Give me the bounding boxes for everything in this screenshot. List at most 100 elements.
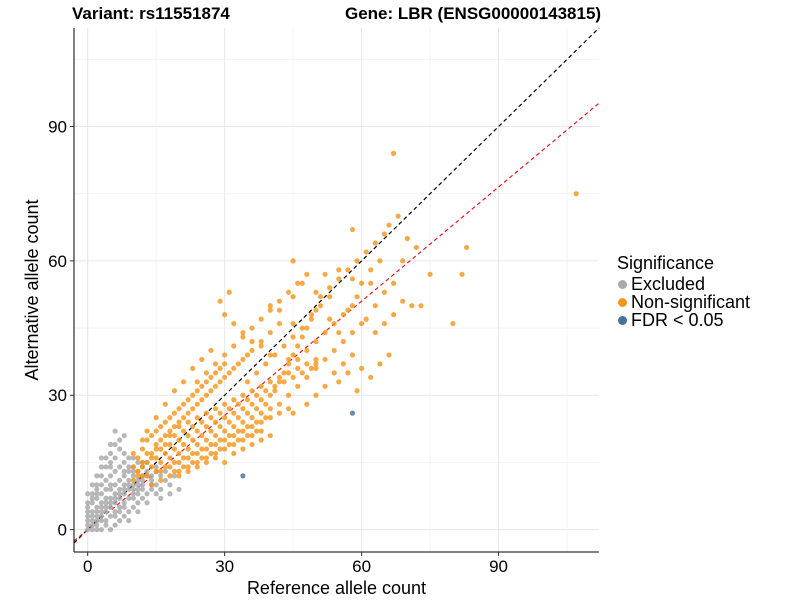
data-point xyxy=(336,276,342,282)
grid xyxy=(74,28,599,552)
data-point xyxy=(158,423,164,430)
data-point xyxy=(103,522,109,528)
data-point xyxy=(162,419,168,425)
data-point xyxy=(349,329,356,336)
data-point xyxy=(103,495,109,501)
data-point xyxy=(212,455,219,461)
data-point xyxy=(390,150,397,157)
data-point xyxy=(249,401,255,407)
data-point xyxy=(217,446,223,452)
data-point xyxy=(162,432,168,439)
data-point xyxy=(345,370,351,376)
data-point xyxy=(304,271,310,277)
data-point xyxy=(185,410,191,416)
data-point xyxy=(126,486,132,492)
data-point xyxy=(299,370,305,376)
data-point xyxy=(107,473,114,479)
data-point xyxy=(313,338,319,345)
data-point xyxy=(235,428,241,434)
data-point xyxy=(171,446,178,452)
data-point xyxy=(281,370,287,376)
data-point xyxy=(112,428,118,434)
data-point xyxy=(340,361,346,367)
legend-dot-non-significant xyxy=(618,297,627,307)
data-point xyxy=(107,513,114,519)
data-point xyxy=(368,374,374,380)
data-point xyxy=(135,491,141,497)
data-point xyxy=(322,329,328,336)
data-point xyxy=(85,491,91,497)
data-point xyxy=(135,473,141,479)
data-point xyxy=(208,388,214,394)
data-point xyxy=(267,379,273,385)
data-point xyxy=(103,518,109,524)
data-point xyxy=(171,473,178,479)
legend-item-fdr: FDR < 0.05 xyxy=(617,311,750,329)
data-point xyxy=(212,441,219,448)
data-point xyxy=(194,401,200,407)
data-point xyxy=(345,307,351,313)
data-point xyxy=(340,312,346,318)
data-point xyxy=(304,374,310,380)
data-point xyxy=(263,401,269,407)
data-point xyxy=(285,361,292,367)
data-point xyxy=(117,437,123,443)
data-point xyxy=(212,406,219,412)
data-point xyxy=(126,468,132,474)
data-point xyxy=(144,459,150,466)
data-point xyxy=(212,450,219,457)
data-point xyxy=(203,446,209,452)
data-point xyxy=(272,383,278,389)
data-point xyxy=(349,352,356,358)
data-point xyxy=(231,397,237,403)
data-point xyxy=(171,388,178,394)
data-point xyxy=(107,486,114,492)
data-point xyxy=(231,343,237,349)
data-point xyxy=(203,459,209,466)
x-tick-label: 0 xyxy=(83,557,92,576)
data-point xyxy=(345,267,351,273)
data-point xyxy=(112,491,118,497)
data-point xyxy=(427,271,433,277)
data-point xyxy=(203,437,209,443)
data-point xyxy=(386,352,392,358)
data-point xyxy=(267,329,273,336)
data-point xyxy=(130,464,136,470)
data-point xyxy=(263,361,269,367)
reference-lines xyxy=(73,27,600,544)
y-tick-label: 90 xyxy=(48,118,67,137)
data-point xyxy=(267,415,273,421)
data-point xyxy=(117,486,123,492)
data-point xyxy=(185,464,191,470)
data-point xyxy=(381,320,388,327)
data-point xyxy=(240,428,246,434)
data-point xyxy=(409,303,415,309)
data-point xyxy=(121,491,127,497)
data-point xyxy=(98,527,104,533)
y-axis-label: Alternative allele count xyxy=(22,199,42,380)
data-point xyxy=(98,513,104,519)
data-point xyxy=(240,329,246,336)
data-point xyxy=(103,455,109,461)
data-point xyxy=(153,446,159,452)
data-point xyxy=(249,432,255,439)
data-point xyxy=(153,455,159,461)
data-point xyxy=(244,397,251,403)
data-point xyxy=(299,325,305,331)
data-point xyxy=(144,428,150,434)
data-point xyxy=(199,397,205,403)
data-point xyxy=(272,388,278,394)
data-point xyxy=(354,388,360,394)
data-point xyxy=(149,450,155,457)
data-point xyxy=(258,316,264,322)
data-point xyxy=(258,338,264,345)
data-point xyxy=(158,486,164,492)
data-point xyxy=(139,477,146,483)
data-point xyxy=(208,347,214,354)
data-point xyxy=(222,415,228,421)
data-point xyxy=(258,437,264,443)
data-point xyxy=(235,415,241,421)
data-point xyxy=(285,356,292,363)
data-point xyxy=(372,303,378,309)
data-point xyxy=(98,500,104,506)
